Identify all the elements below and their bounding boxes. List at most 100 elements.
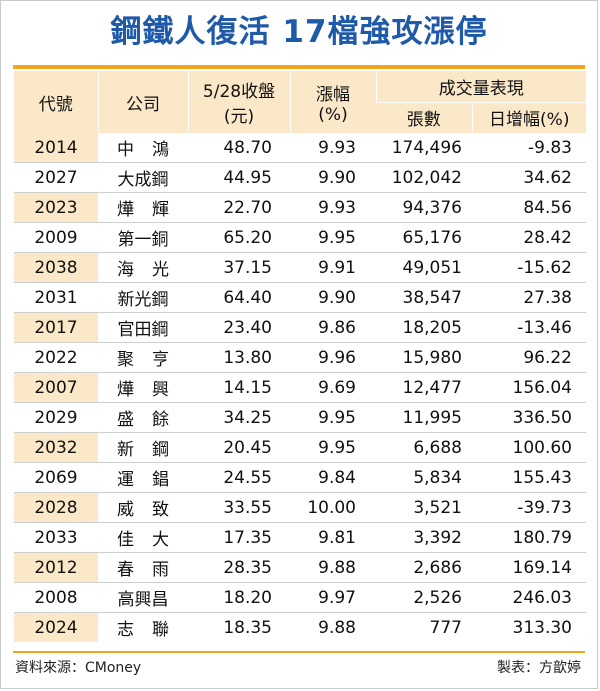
credit-note: 製表：方歆婷: [497, 660, 581, 676]
stock-code-cell: 2008: [14, 582, 98, 613]
stock-code-cell: 2027: [14, 162, 98, 193]
daily-change-cell: 336.50: [472, 402, 586, 433]
table-row: 2033 佳大 17.35 9.81 3,392 180.79: [14, 522, 586, 553]
volume-lots-cell: 18,205: [376, 312, 472, 343]
table-row: 2032 新鋼 20.45 9.95 6,688 100.60: [14, 432, 586, 463]
table-row: 2012 春雨 28.35 9.88 2,686 169.14: [14, 552, 586, 583]
company-name-text: 志聯: [117, 620, 187, 640]
volume-lots-cell: 38,547: [376, 282, 472, 313]
stock-table-body: 2014 中鴻 48.70 9.93 174,496 -9.83 2027 大成鋼 44.95 9…: [14, 133, 586, 642]
close-price-cell: 64.40: [188, 282, 290, 313]
header-change: 漲幅 (%): [289, 71, 376, 133]
close-price-cell: 17.35: [188, 522, 290, 553]
table-row: 2009 第一銅 65.20 9.95 65,176 28.42: [14, 222, 586, 253]
volume-lots-cell: 2,686: [376, 552, 472, 583]
header-close: 5/28收盤 (元): [187, 71, 290, 133]
volume-lots-cell: 6,688: [376, 432, 472, 463]
volume-lots-cell: 15,980: [376, 342, 472, 373]
table-row: 2038 海光 37.15 9.91 49,051 -15.62: [14, 252, 586, 283]
volume-lots-cell: 174,496: [391, 137, 462, 158]
table-row: 2022 聚亨 13.80 9.96 15,980 96.22: [14, 342, 586, 373]
change-percent-cell: 9.95: [290, 432, 376, 463]
volume-lots-cell: 777: [376, 612, 472, 642]
stock-code-cell: 2029: [14, 402, 98, 433]
stock-table: 代號 公司 5/28收盤 (元) 漲幅 (%) 成交量表現 張數 日增幅(%) …: [14, 71, 586, 642]
company-name-cell: 盛餘: [98, 402, 188, 433]
change-percent-cell: 9.93: [318, 137, 356, 158]
daily-change-cell: 27.38: [472, 282, 586, 313]
company-name-cell: 春雨: [98, 552, 188, 583]
daily-change-cell: 246.03: [472, 582, 586, 613]
change-percent-cell: 9.90: [290, 162, 376, 193]
change-percent-cell: 9.88: [290, 552, 376, 583]
daily-change-cell: 84.56: [472, 192, 586, 223]
change-percent-cell: 9.69: [290, 372, 376, 403]
company-name-text: 春雨: [117, 560, 187, 580]
change-percent-cell: 9.96: [290, 342, 376, 373]
stock-code-cell: 2032: [14, 432, 98, 463]
header-volume-group: 成交量表現: [375, 71, 586, 103]
close-price-cell: 37.15: [188, 252, 290, 283]
company-name-text: 新鋼: [117, 440, 187, 460]
change-percent-cell: 9.81: [290, 522, 376, 553]
close-price-cell: 22.70: [188, 192, 290, 223]
close-price-cell: 23.40: [188, 312, 290, 343]
close-price-cell: 20.45: [188, 432, 290, 463]
header-code: 代號: [14, 71, 98, 133]
change-percent-cell: 9.91: [290, 252, 376, 283]
company-name-text: 第一銅: [117, 230, 169, 250]
close-price-cell: 48.70: [223, 137, 272, 158]
daily-change-cell: 100.60: [472, 432, 586, 463]
company-name-text: 威致: [117, 500, 187, 520]
volume-lots-cell: 102,042: [376, 162, 472, 193]
title-divider: [13, 65, 585, 69]
table-row: 2014 中鴻 48.70 9.93 174,496 -9.83: [14, 133, 586, 163]
company-name-cell: 志聯: [98, 612, 188, 642]
stock-code-cell: 2017: [14, 312, 98, 343]
company-name-text: 聚亨: [117, 350, 187, 370]
daily-change-cell: 34.62: [472, 162, 586, 193]
table-row: 2007 燁興 14.15 9.69 12,477 156.04: [14, 372, 586, 403]
change-percent-cell: 9.88: [290, 612, 376, 642]
company-name-cell: 官田鋼: [98, 312, 188, 343]
table-row: 2024 志聯 18.35 9.88 777 313.30: [14, 612, 586, 642]
daily-change-cell: -9.83: [528, 137, 572, 158]
company-name-cell: 第一銅: [98, 222, 188, 253]
daily-change-cell: -15.62: [472, 252, 586, 283]
close-price-cell: 65.20: [188, 222, 290, 253]
stock-code-cell: 2022: [14, 342, 98, 373]
stock-code-cell: 2023: [14, 192, 98, 223]
header-lots: 張數: [376, 102, 472, 133]
volume-lots-cell: 5,834: [376, 462, 472, 493]
header-company: 公司: [97, 71, 188, 133]
company-name-text: 盛餘: [117, 410, 187, 430]
volume-lots-cell: 3,392: [376, 522, 472, 553]
table-row: 2069 運錩 24.55 9.84 5,834 155.43: [14, 462, 586, 493]
close-price-cell: 28.35: [188, 552, 290, 583]
company-name-cell: 中鴻: [98, 133, 188, 163]
close-price-cell: 24.55: [188, 462, 290, 493]
close-price-cell: 34.25: [188, 402, 290, 433]
close-price-cell: 18.35: [188, 612, 290, 642]
company-name-text: 佳大: [117, 530, 187, 550]
header-daily-change: 日增幅(%): [471, 102, 586, 133]
change-percent-cell: 9.93: [290, 192, 376, 223]
daily-change-cell: 96.22: [472, 342, 586, 373]
header-close-line1: 5/28收盤: [202, 82, 276, 102]
daily-change-cell: 28.42: [472, 222, 586, 253]
stock-code-cell: 2012: [14, 552, 98, 583]
company-name-text: 燁興: [117, 380, 187, 400]
daily-change-cell: 169.14: [472, 552, 586, 583]
change-percent-cell: 9.95: [290, 402, 376, 433]
daily-change-cell: -13.46: [472, 312, 586, 343]
stock-code-cell: 2028: [14, 492, 98, 523]
daily-change-cell: 313.30: [472, 612, 586, 642]
company-name-cell: 運錩: [98, 462, 188, 493]
company-name-text: 運錩: [117, 470, 187, 490]
company-name-text: 海光: [117, 260, 187, 280]
company-name-cell: 聚亨: [98, 342, 188, 373]
change-percent-cell: 9.90: [290, 282, 376, 313]
close-price-cell: 14.15: [188, 372, 290, 403]
company-name-cell: 佳大: [98, 522, 188, 553]
